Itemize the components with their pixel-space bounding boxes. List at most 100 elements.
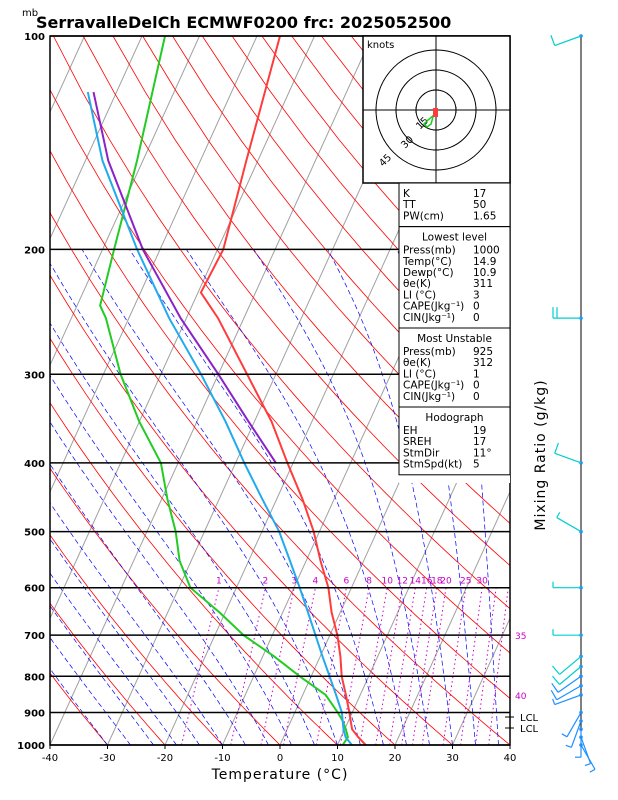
lowest-level-label: Press(mb) — [403, 245, 456, 257]
y2-axis-label: Mixing Ratio (g/kg) — [533, 379, 549, 530]
y-tick-label: 1000 — [17, 741, 45, 752]
dry-adiabat-line — [82, 36, 510, 567]
hodograph-index-label: StmSpd(kt) — [403, 459, 462, 471]
wind-barb-flag — [552, 675, 561, 685]
mixing-ratio-label: 40 — [515, 692, 527, 702]
wind-barb-half-flag — [565, 744, 572, 748]
hodograph: knots 15 30 45 — [362, 35, 511, 184]
dry-adiabat-line — [50, 672, 108, 745]
isotherm-line — [50, 36, 200, 367]
mixing-ratio-line — [389, 587, 416, 745]
wind-barb-half-flag — [552, 698, 556, 705]
moist-adiabat-line — [50, 262, 338, 745]
basic-index-label: K — [403, 188, 411, 200]
mixing-ratio-label: 1 — [216, 577, 222, 587]
dry-adiabat-line — [172, 36, 510, 443]
lowest-level-label: Temp(°C) — [402, 256, 452, 268]
wind-barb-flag — [551, 682, 559, 693]
lowest-level-title: Lowest level — [422, 232, 487, 244]
wind-barb-shaft — [554, 452, 582, 464]
y-tick-label: 800 — [24, 672, 45, 683]
isotherm-line — [50, 36, 315, 620]
y-tick-labels: 100 200 300 400 500 600 700 800 900 1000 — [17, 32, 45, 752]
x-tick-label: 40 — [504, 753, 517, 764]
most-unstable-label: CAPE(Jkg⁻¹) — [403, 380, 464, 392]
y-tick-label: 300 — [24, 370, 45, 381]
most-unstable-value: 1 — [473, 368, 480, 380]
wind-barb-shaft — [559, 655, 582, 675]
lowest-level-label: CAPE(Jkg⁻¹) — [403, 301, 464, 313]
x-tick-label: -30 — [99, 753, 115, 764]
mixing-ratio-label: 16 — [421, 577, 433, 587]
lowest-level-value: 3 — [473, 289, 480, 301]
lowest-level-label: LI (°C) — [403, 289, 436, 301]
mixing-ratio-label: 6 — [344, 577, 350, 587]
wind-barb-shaft — [556, 517, 582, 533]
basic-index-value: 17 — [473, 188, 486, 200]
wind-barb-flag — [552, 665, 561, 675]
wind-barb-half-flag — [556, 512, 561, 518]
mixing-ratio-label: 8 — [366, 577, 372, 587]
moist-adiabat-line — [327, 249, 453, 745]
wind-barb-flag — [554, 442, 560, 454]
most-unstable-title: Most Unstable — [417, 333, 492, 345]
x-tick-label: 10 — [331, 753, 344, 764]
mixing-ratio-label: 12 — [397, 577, 408, 587]
wind-barb-shaft — [580, 736, 592, 764]
lcl-marker-2: LCL — [505, 724, 539, 735]
wind-barb-half-flag — [584, 762, 591, 767]
x-tick-labels: -40 -30 -20 -10 0 10 20 30 40 — [42, 745, 517, 764]
wind-barbs — [550, 34, 596, 773]
most-unstable-value: 0 — [473, 380, 480, 392]
most-unstable-label: Press(mb) — [403, 346, 456, 358]
wind-barb-half-flag — [589, 768, 596, 773]
y-tick-label: 600 — [24, 584, 45, 595]
moist-adiabat-line — [50, 605, 154, 745]
svg-text:LCL: LCL — [520, 713, 539, 724]
hodograph-index-value: 5 — [473, 459, 480, 471]
basic-index-label: TT — [402, 199, 416, 211]
dry-adiabat-line — [50, 602, 166, 745]
mixing-ratio-label: 20 — [440, 577, 452, 587]
mixing-ratio-line — [475, 587, 497, 745]
mixing-ratio-line — [339, 587, 370, 745]
y-tick-label: 400 — [24, 459, 45, 470]
mixing-ratio-label: 30 — [476, 577, 488, 587]
dewpoint-curve — [99, 36, 349, 745]
isotherm-line — [50, 36, 143, 240]
moist-adiabat-line — [50, 637, 131, 745]
lowest-level-value: 0 — [473, 301, 480, 313]
mixing-ratio-label: 3 — [291, 577, 297, 587]
mixing-ratio-label: 10 — [381, 577, 393, 587]
mixing-ratio-label: 4 — [313, 577, 319, 587]
y-tick-label: 200 — [24, 245, 45, 256]
y-tick-label: 500 — [24, 528, 45, 539]
most-unstable-label: LI (°C) — [403, 368, 436, 380]
storm-motion-marker — [433, 108, 438, 117]
basic-index-label: PW(cm) — [403, 210, 444, 222]
wind-barb-flag — [550, 689, 558, 701]
mixing-ratio-line — [375, 587, 403, 745]
dry-adiabat-line — [50, 534, 223, 745]
wind-barb-shaft — [559, 666, 582, 685]
lowest-level-value: 1000 — [473, 245, 500, 257]
moist-adiabat-line — [50, 572, 177, 745]
wind-barb-half-flag — [561, 733, 568, 738]
dry-adiabat-line — [50, 467, 281, 745]
most-unstable-value: 312 — [473, 357, 493, 369]
moist-adiabat-line — [50, 502, 223, 745]
mixing-ratio-line — [230, 587, 266, 745]
hodograph-index-value: 17 — [473, 436, 486, 448]
y-tick-label: 700 — [24, 631, 45, 642]
dry-adiabat-line — [53, 36, 510, 610]
dry-adiabat-line — [50, 337, 396, 745]
most-unstable-label: θe(K) — [403, 357, 431, 369]
chart-title: SerravalleDelCh ECMWF0200 frc: 202505250… — [36, 13, 451, 32]
mixing-ratio-label: 35 — [515, 632, 526, 642]
lowest-level-value: 10.9 — [473, 267, 496, 279]
y-tick-label: 900 — [24, 709, 45, 720]
hodograph-index-label: StmDir — [403, 447, 440, 459]
parcel-curve — [92, 91, 277, 464]
